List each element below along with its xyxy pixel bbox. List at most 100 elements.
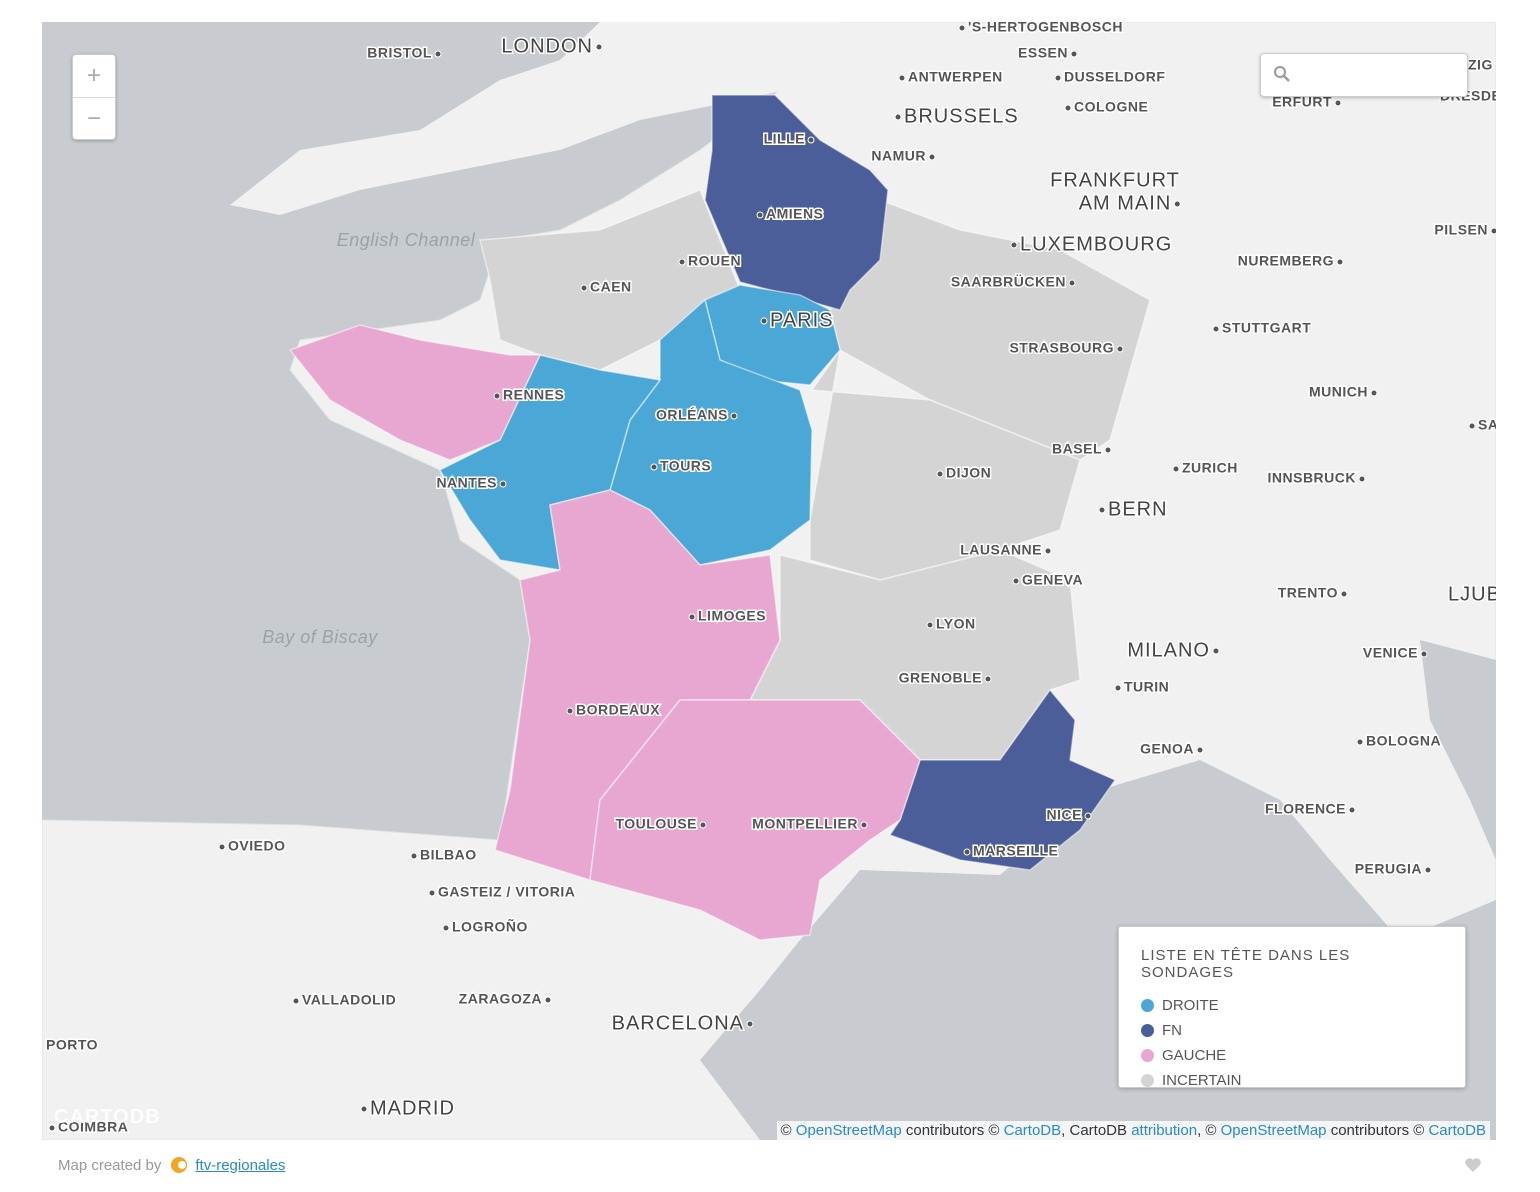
legend-label: INCERTAIN: [1162, 1072, 1242, 1089]
city-label: GENEVA: [1022, 572, 1083, 588]
city-label: BRUSSELS: [904, 105, 1019, 127]
legend-swatch: [1141, 1049, 1154, 1062]
city-dot: [730, 412, 738, 420]
city-label: VENICE: [1363, 645, 1418, 661]
city-label: PILSEN: [1434, 222, 1488, 238]
footer-link[interactable]: ftv-regionales: [195, 1156, 286, 1174]
city-dot: [760, 317, 768, 325]
zoom-out[interactable]: −: [73, 97, 115, 140]
legend-title: LISTE EN TÊTE DANS LES SONDAGES: [1141, 947, 1351, 981]
region[interactable]: [288, 324, 542, 461]
city-label: ANTWERPEN: [908, 69, 1003, 85]
city-label: MONTPELLIER: [752, 816, 858, 832]
city-label: FRANKFURT: [1050, 169, 1180, 191]
city-dot: [1348, 806, 1356, 814]
water-label: Bay of Biscay: [262, 627, 378, 647]
attribution: © OpenStreetMap contributors © CartoDB , …: [776, 1121, 1490, 1140]
region[interactable]: [589, 699, 921, 941]
city-label: RENNES: [503, 387, 564, 403]
city-dot: [807, 136, 815, 144]
city-dot: [898, 74, 906, 82]
city-label: LAUSANNE: [960, 542, 1042, 558]
city-dot: [1468, 422, 1476, 430]
city-dot: [1334, 99, 1342, 107]
legend-label: FN: [1162, 1022, 1182, 1039]
city-dot: [580, 284, 588, 292]
city-dot: [1098, 506, 1106, 514]
city-label: BRISTOL: [367, 45, 432, 61]
attribution-link[interactable]: OpenStreetMap: [795, 1122, 902, 1139]
city-label: LJUB: [1448, 583, 1496, 605]
attribution-link[interactable]: CartoDB: [1428, 1122, 1486, 1139]
city-dot: [963, 848, 971, 856]
city-dot: [1336, 258, 1344, 266]
legend-swatch: [1141, 1074, 1154, 1087]
city-dot: [566, 707, 574, 715]
attribution-link[interactable]: CartoDB: [1003, 1122, 1062, 1139]
city-dot: [410, 852, 418, 860]
city-dot: [984, 675, 992, 683]
city-label: BORDEAUX: [576, 702, 660, 718]
attribution-text: ©: [780, 1122, 796, 1139]
attribution-text: contributors ©: [901, 1122, 1004, 1139]
city-label: INNSBRUCK: [1268, 470, 1357, 486]
like-icon[interactable]: [1464, 1157, 1482, 1173]
city-label: STUTTGART: [1222, 320, 1311, 336]
city-dot: [1116, 345, 1124, 353]
city-label: LONDON: [501, 35, 593, 57]
city-dot: [48, 1124, 56, 1132]
region[interactable]: [704, 94, 889, 311]
city-dot: [1173, 200, 1181, 208]
city-label: OVIEDO: [228, 838, 285, 854]
city-label: NICE: [1047, 807, 1082, 823]
city-dot: [1420, 650, 1428, 658]
watermark: CARTODB: [54, 1106, 161, 1128]
city-label: PORTO: [46, 1037, 98, 1053]
city-label: PARIS: [770, 309, 834, 331]
city-label: NANTES: [436, 475, 497, 491]
city-label: STRASBOURG: [1009, 340, 1114, 356]
city-dot: [688, 613, 696, 621]
legend-swatch: [1141, 1024, 1154, 1037]
legend-swatch: [1141, 999, 1154, 1012]
legend-item: INCERTAIN: [1141, 1068, 1443, 1093]
legend-label: GAUCHE: [1162, 1047, 1227, 1064]
city-dot: [499, 480, 507, 488]
city-dot: [1212, 325, 1220, 333]
zoom-control: + −: [72, 54, 116, 140]
city-dot: [1068, 279, 1076, 287]
city-dot: [958, 24, 966, 32]
city-dot: [1212, 647, 1220, 655]
map[interactable]: 'S-HERTOGENBOSCH BRISTOL LONDON ESSEN ANTWER…: [42, 22, 1496, 1140]
regions: [288, 94, 1151, 941]
legend-item: FN: [1141, 1018, 1443, 1043]
city-dot: [926, 621, 934, 629]
city-dot: [595, 43, 603, 51]
city-dot: [1084, 812, 1092, 820]
city-label: ZARAGOZA: [459, 991, 542, 1007]
search-box[interactable]: [1260, 53, 1468, 97]
city-label: ROUEN: [688, 253, 741, 269]
zoom-in[interactable]: +: [86, 62, 101, 89]
city-dot: [1490, 227, 1496, 235]
city-dot: [650, 463, 658, 471]
city-label: BERN: [1108, 498, 1168, 520]
city-label: 'S-HERTOGENBOSCH: [968, 22, 1123, 35]
city-label: LOGROÑO: [452, 918, 528, 935]
city-dot: [746, 1020, 754, 1028]
city-dot: [936, 470, 944, 478]
city-label: NAMUR: [871, 148, 926, 164]
city-label: GRENOBLE: [899, 670, 982, 686]
attribution-link[interactable]: attribution: [1131, 1122, 1198, 1139]
attribution-text: , ©: [1197, 1122, 1221, 1139]
city-label: TOULOUSE: [615, 816, 697, 832]
region[interactable]: [888, 688, 1117, 871]
legend: LISTE EN TÊTE DANS LES SONDAGES DROITE FN…: [1118, 926, 1466, 1089]
attribution-link[interactable]: OpenStreetMap: [1220, 1122, 1327, 1139]
city-label: DIJON: [946, 465, 991, 481]
legend-item: DROITE: [1141, 993, 1443, 1018]
city-label: ORLÉANS: [656, 407, 728, 423]
city-label: AM MAIN: [1079, 192, 1172, 214]
labels: 'S-HERTOGENBOSCH BRISTOL LONDON ESSEN ANTWER…: [45, 22, 1496, 1136]
city-label: MUNICH: [1309, 384, 1368, 400]
